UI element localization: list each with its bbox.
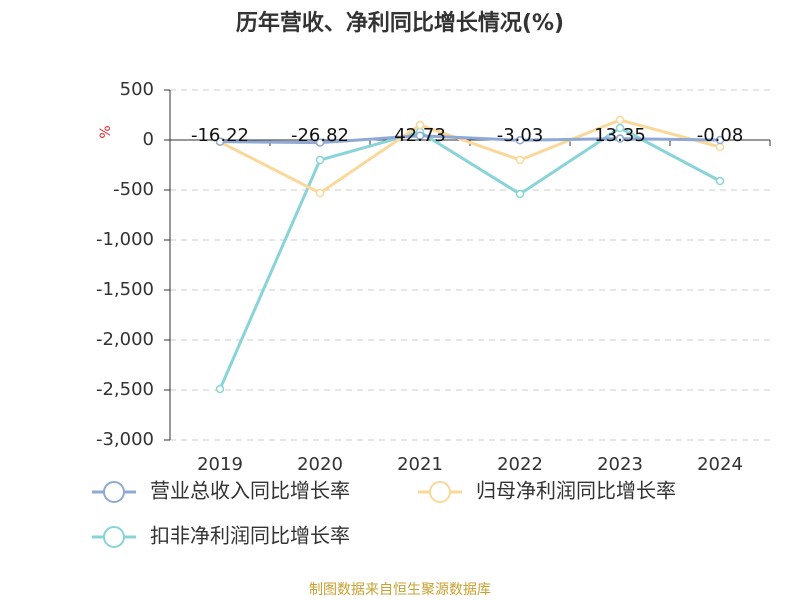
value-label: 42.73 <box>394 125 446 146</box>
legend-marker <box>103 481 125 503</box>
point <box>515 189 525 199</box>
source: 制图数据来自恒生聚源数据库 <box>309 582 491 598</box>
point <box>615 123 625 133</box>
point <box>215 137 225 146</box>
y-tick-label: -500 <box>113 179 154 200</box>
point <box>415 131 425 140</box>
x-tick-label: 2022 <box>497 454 543 475</box>
point <box>315 155 325 165</box>
y-tick-label: -1,500 <box>96 279 154 300</box>
y-tick-label: -3,000 <box>96 429 154 450</box>
legend-marker <box>103 526 125 548</box>
y-tick-label: 500 <box>120 79 154 100</box>
point <box>315 188 325 198</box>
legend-marker <box>429 481 451 503</box>
chart-title: 历年营收、净利同比增长情况(%) <box>236 10 564 36</box>
x-tick-label: 2021 <box>397 454 443 475</box>
x-tick-label: 2019 <box>197 454 243 475</box>
value-label: 13.35 <box>594 125 646 146</box>
legend-label: 归母净利润同比增长率 <box>476 479 676 503</box>
x-tick-label: 2023 <box>597 454 643 475</box>
y-tick-label: 0 <box>143 129 154 150</box>
series-line <box>219 118 721 195</box>
value-label: -0.08 <box>697 125 744 146</box>
legend-label: 营业总收入同比增长率 <box>150 479 350 503</box>
y-tick-label: -2,500 <box>96 379 154 400</box>
value-label: -3.03 <box>497 125 544 146</box>
x-tick-label: 2024 <box>697 454 743 475</box>
value-label: -26.82 <box>291 125 349 146</box>
y-tick-label: -1,000 <box>96 229 154 250</box>
point <box>615 134 625 143</box>
point <box>715 176 725 186</box>
point <box>415 120 425 130</box>
series-line <box>219 134 721 145</box>
point <box>315 138 325 147</box>
x-tick-label: 2020 <box>297 454 343 475</box>
legend-label: 扣非净利润同比增长率 <box>150 524 350 548</box>
point <box>515 155 525 165</box>
point <box>215 384 225 394</box>
point <box>515 136 525 145</box>
point <box>715 135 725 145</box>
point <box>615 115 625 125</box>
value-label: -16.22 <box>191 125 249 146</box>
series-line <box>218 126 721 390</box>
y-tick-label: -2,000 <box>96 329 154 350</box>
y-axis-label: % <box>98 125 114 138</box>
